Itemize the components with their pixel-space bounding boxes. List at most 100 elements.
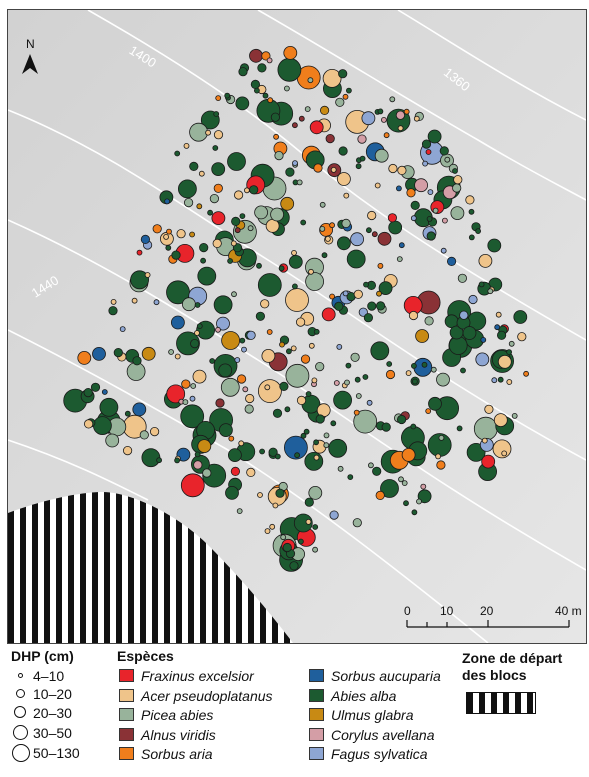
tree-point <box>354 376 361 383</box>
tree-point <box>396 256 403 263</box>
tree-point <box>290 345 297 352</box>
tree-point <box>335 97 345 107</box>
tree-point <box>257 492 263 498</box>
tree-point <box>272 502 279 509</box>
tree-point <box>397 165 407 175</box>
tree-point <box>198 170 205 177</box>
tree-point <box>174 353 181 360</box>
tree-point <box>209 358 216 364</box>
tree-point <box>375 301 386 311</box>
tree-point <box>343 192 350 199</box>
tree-point <box>190 383 197 389</box>
tree-point <box>440 247 447 254</box>
tree-point <box>383 132 390 139</box>
tree-point <box>264 528 271 534</box>
species-swatch <box>309 727 324 741</box>
tree-point <box>288 254 303 269</box>
tree-point <box>197 266 217 286</box>
tree-point <box>406 188 416 198</box>
tree-point <box>397 125 404 132</box>
tree-point <box>496 330 507 340</box>
species-legend-item: Fagus sylvatica <box>309 746 427 762</box>
tree-point <box>277 57 302 82</box>
tree-point <box>141 346 156 361</box>
tree-point <box>480 336 487 343</box>
tree-point <box>374 148 389 163</box>
tree-point <box>324 235 331 242</box>
tree-point <box>197 439 212 454</box>
tree-point <box>266 329 273 335</box>
tree-point <box>211 211 226 226</box>
tree-point <box>450 206 465 221</box>
tree-point <box>272 408 283 418</box>
tree-point <box>212 238 222 248</box>
tree-point <box>367 210 377 221</box>
tree-point <box>405 370 412 377</box>
tree-point <box>460 367 466 374</box>
tree-point <box>218 423 233 438</box>
tree-point <box>439 146 449 156</box>
tree-point <box>291 283 298 290</box>
tree-point <box>244 404 254 414</box>
tree-point <box>353 409 378 434</box>
tree-point <box>215 95 222 101</box>
tree-point <box>475 228 482 235</box>
tree-point <box>312 524 319 530</box>
tree-point <box>283 46 298 60</box>
tree-point <box>257 379 282 404</box>
tree-point <box>304 497 314 507</box>
tree-point <box>388 163 398 174</box>
tree-point <box>242 386 249 393</box>
tree-point <box>190 338 200 349</box>
tree-point <box>333 380 340 386</box>
tree-point <box>378 281 393 296</box>
tree-point <box>269 523 276 530</box>
tree-point <box>311 377 318 384</box>
tree-point <box>456 425 463 432</box>
tree-point <box>330 420 337 427</box>
tree-point <box>422 160 429 167</box>
tree-point <box>189 122 209 142</box>
tree-point <box>184 198 194 208</box>
species-swatch <box>119 669 134 682</box>
tree-point <box>312 546 319 553</box>
tree-point <box>426 215 433 222</box>
tree-point <box>246 330 256 340</box>
contour-line <box>8 219 586 571</box>
tree-point <box>270 112 280 122</box>
tree-point <box>338 69 348 79</box>
tree-point <box>189 161 199 171</box>
tree-point <box>236 508 243 515</box>
tree-point <box>416 498 422 505</box>
tree-point <box>257 63 267 73</box>
tree-point <box>293 513 313 533</box>
tree-point <box>308 485 323 500</box>
tree-point <box>506 349 513 356</box>
tree-point <box>329 222 336 229</box>
tree-point <box>345 87 352 94</box>
tree-point <box>297 538 304 545</box>
species-name: Acer pseudoplatanus <box>141 687 273 704</box>
tree-point <box>298 115 305 122</box>
tree-point <box>196 323 203 330</box>
tree-point <box>333 390 353 410</box>
tree-point <box>322 69 342 88</box>
tree-point <box>176 229 186 239</box>
tree-point <box>357 134 367 144</box>
tree-point <box>344 379 350 386</box>
tree-point <box>209 194 219 204</box>
tree-point <box>308 268 314 275</box>
tree-point <box>181 379 191 389</box>
tree-point <box>255 311 265 321</box>
tree-point <box>411 509 418 516</box>
tree-point <box>196 203 203 210</box>
tree-point <box>213 111 220 117</box>
tree-point <box>193 460 203 470</box>
tree-point <box>113 347 123 358</box>
tree-point <box>347 474 354 481</box>
dhp-legend-title: DHP (cm) <box>11 648 74 664</box>
species-legend-item: Acer pseudoplatanus <box>119 688 273 704</box>
tree-point <box>280 534 287 541</box>
species-name: Alnus viridis <box>141 726 216 743</box>
tree-point <box>213 295 233 315</box>
